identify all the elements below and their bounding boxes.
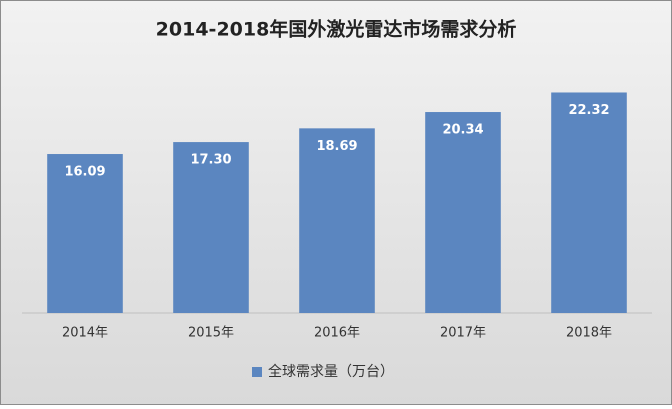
x-tick-label: 2018年 [566, 326, 612, 341]
x-tick-label: 2015年 [188, 326, 234, 341]
value-label: 16.09 [64, 165, 105, 180]
x-tick-label: 2014年 [62, 326, 108, 341]
legend-swatch [252, 367, 262, 377]
bar [551, 92, 627, 314]
chart-title: 2014-2018年国外激光雷达市场需求分析 [156, 18, 517, 41]
bar [47, 154, 123, 313]
value-label: 22.32 [568, 103, 609, 118]
bar [299, 128, 375, 313]
x-tick-label: 2017年 [440, 326, 486, 341]
x-tick-label: 2016年 [314, 326, 360, 341]
legend-label: 全球需求量（万台） [268, 363, 394, 380]
bar [173, 142, 249, 313]
value-label: 18.69 [316, 139, 357, 154]
bar [425, 112, 501, 313]
value-label: 17.30 [190, 153, 231, 168]
value-label: 20.34 [442, 123, 483, 138]
